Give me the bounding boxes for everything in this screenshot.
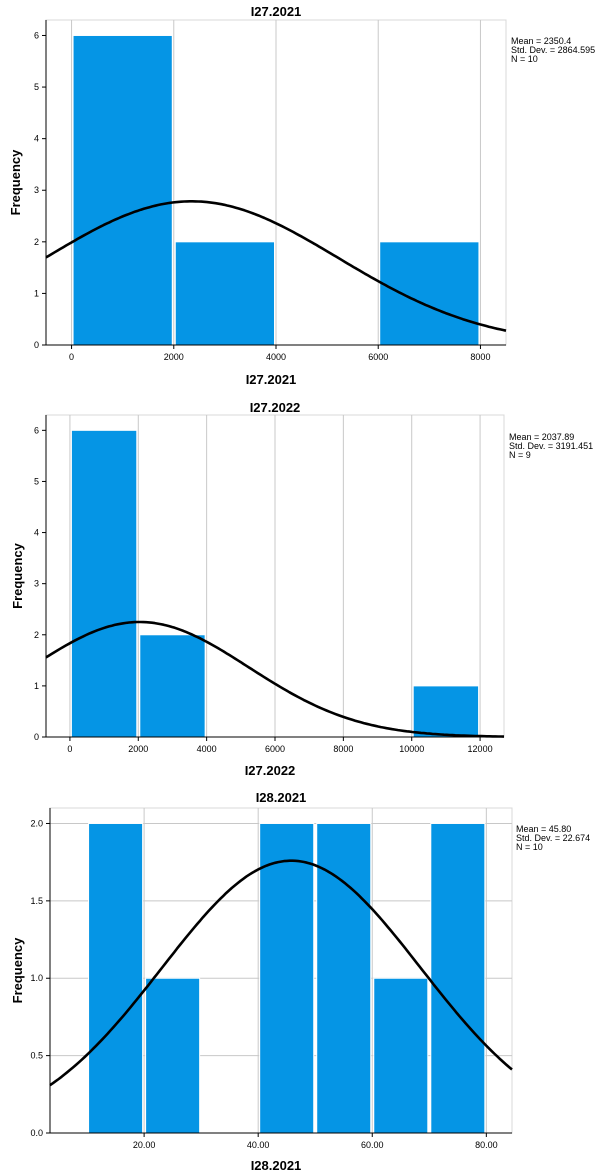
y-tick-label: 0.5 [30, 1051, 43, 1061]
histogram-panel-2: 0 1 2 3 4 5 6 0 2000 4000 6000 8000 10000 12000 I27.20… [0, 392, 598, 782]
x-tick-label: 12000 [468, 744, 493, 754]
y-tick-label: 0 [34, 340, 39, 350]
stat-n: N = 10 [516, 842, 543, 852]
x-tick-label: 40.00 [247, 1140, 270, 1150]
stat-mean: Mean = 2350.4 [511, 36, 572, 46]
stat-mean: Mean = 2037.89 [509, 432, 575, 442]
x-tick-label: 4000 [197, 744, 217, 754]
histogram-bar [88, 822, 144, 1134]
y-tick-label: 3 [34, 579, 39, 589]
x-tick-label: 0 [69, 352, 74, 362]
histogram-bar [72, 34, 173, 346]
x-axis-title: I28.2021 [251, 1158, 302, 1173]
stat-n: N = 10 [511, 54, 538, 64]
x-tick-label: 6000 [265, 744, 285, 754]
stat-std-dev: Std. Dev. = 3191.451 [509, 441, 594, 451]
x-tick-label: 0 [67, 744, 72, 754]
histogram-panel-1: 0 1 2 3 4 5 6 0 2000 4000 6000 8000 I27.2021 I27.2021… [0, 0, 598, 392]
x-tick-label: 4000 [266, 352, 286, 362]
y-tick-label: 1 [34, 288, 39, 298]
y-axis-title: Frequency [10, 937, 25, 1004]
normal-curve [45, 200, 507, 332]
histogram-bar [430, 822, 486, 1134]
stats-box-3: Mean = 45.80 Std. Dev. = 22.674 N = 10 [516, 825, 590, 852]
y-tick-label: 2 [34, 630, 39, 640]
y-tick-label: 1.5 [30, 896, 43, 906]
y-axis-title: Frequency [8, 149, 23, 216]
normal-curve [45, 620, 505, 738]
histogram-bar [259, 822, 315, 1134]
x-tick-label: 10000 [399, 744, 424, 754]
y-tick-label: 4 [34, 528, 39, 538]
stat-std-dev: Std. Dev. = 22.674 [516, 833, 591, 843]
normal-curve [49, 859, 513, 1087]
x-axis-title: I27.2021 [246, 372, 297, 387]
chart-title: I27.2022 [250, 400, 301, 415]
x-tick-label: 20.00 [133, 1140, 156, 1150]
x-tick-label: 60.00 [361, 1140, 384, 1150]
y-tick-label: 2 [34, 237, 39, 247]
y-tick-label: 0 [34, 732, 39, 742]
y-tick-label: 2.0 [30, 818, 43, 828]
histogram-chart-3: 0.0 0.5 1.0 1.5 2.0 20.00 40.00 60.00 80.00 I28.2… [10, 790, 513, 1173]
x-tick-label: 6000 [368, 352, 388, 362]
stat-mean: Mean = 45.80 [516, 824, 572, 834]
histogram-bar [174, 241, 275, 346]
x-axis-title: I27.2022 [245, 763, 296, 778]
y-tick-label: 1.0 [30, 973, 43, 983]
histogram-bar [379, 241, 480, 346]
histogram-bar [145, 977, 201, 1134]
histogram-panel-3: 0.0 0.5 1.0 1.5 2.0 20.00 40.00 60.00 80.00 I28.2… [0, 782, 598, 1174]
y-tick-label: 1 [34, 681, 39, 691]
y-tick-label: 6 [34, 30, 39, 40]
stats-box-2: Mean = 2037.89 Std. Dev. = 3191.451 N = … [509, 433, 593, 460]
y-tick-label: 5 [34, 476, 39, 486]
y-tick-label: 0.0 [30, 1128, 43, 1138]
x-tick-label: 8000 [333, 744, 353, 754]
histogram-bar [70, 429, 138, 738]
x-tick-label: 8000 [470, 352, 490, 362]
stats-box-1: Mean = 2350.4 Std. Dev. = 2864.595 N = 1… [511, 37, 595, 64]
stat-std-dev: Std. Dev. = 2864.595 [511, 45, 596, 55]
chart-title: I28.2021 [256, 790, 307, 805]
histogram-chart-2: 0 1 2 3 4 5 6 0 2000 4000 6000 8000 10000 12000 I27.20… [10, 400, 505, 778]
histogram-bar [412, 685, 480, 738]
x-tick-label: 2000 [128, 744, 148, 754]
y-tick-label: 6 [34, 425, 39, 435]
x-tick-label: 80.00 [475, 1140, 498, 1150]
histogram-bar [316, 822, 372, 1134]
histogram-bar [373, 977, 429, 1134]
histogram-bar [139, 634, 206, 738]
x-tick-label: 2000 [164, 352, 184, 362]
y-tick-label: 3 [34, 185, 39, 195]
y-tick-label: 5 [34, 82, 39, 92]
y-axis-title: Frequency [10, 542, 25, 609]
stat-n: N = 9 [509, 450, 531, 460]
chart-title: I27.2021 [251, 4, 302, 19]
histogram-chart-1: 0 1 2 3 4 5 6 0 2000 4000 6000 8000 I27.2021 I27.2021… [8, 4, 507, 387]
y-tick-label: 4 [34, 134, 39, 144]
